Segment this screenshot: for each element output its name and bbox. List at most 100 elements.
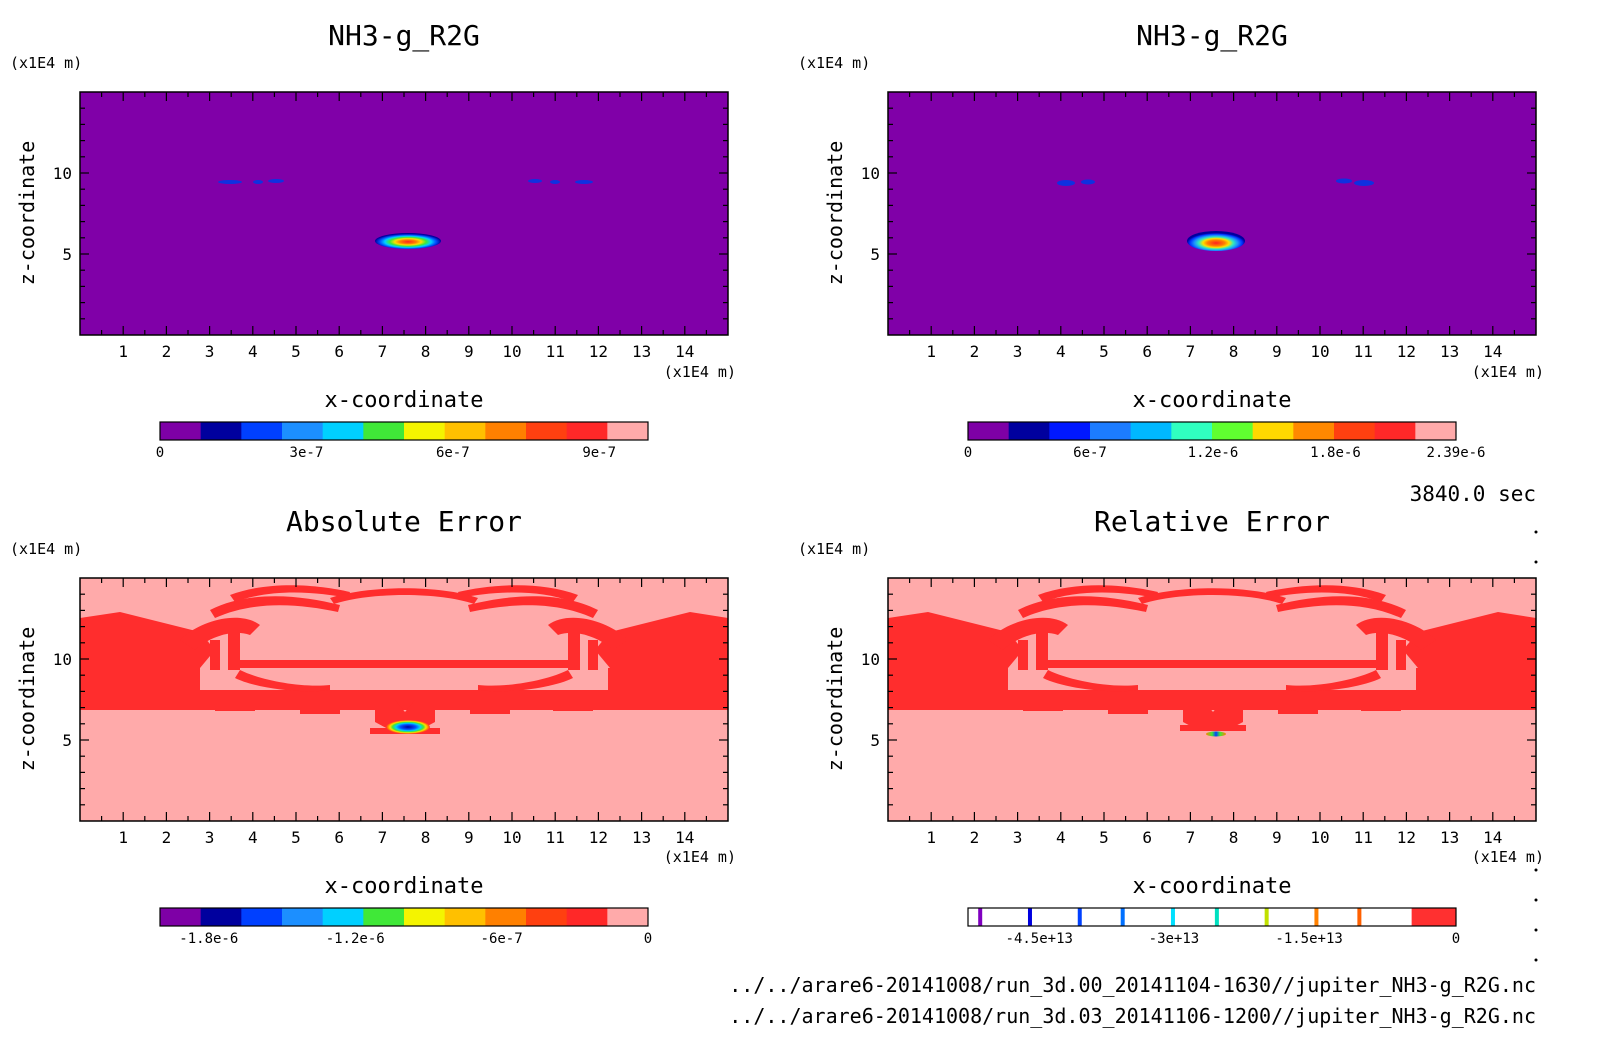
colorbar-segment [1322, 908, 1368, 926]
x-tick-label: 9 [464, 342, 474, 361]
colorbar-segment [404, 908, 446, 926]
colorbar-tick-label: -3e+13 [1149, 931, 1200, 947]
colorbar-segment [1090, 422, 1132, 440]
time-label: 3840.0 sec [1410, 482, 1536, 506]
x-tick-label: 12 [589, 828, 608, 847]
x-tick-label: 3 [1013, 342, 1023, 361]
x-axis-label: x-coordinate [325, 388, 484, 413]
x-tick-label: 7 [378, 828, 388, 847]
colorbar-segment [200, 908, 242, 926]
colorbar-segment [1130, 422, 1172, 440]
colorbar-frame [967, 907, 1457, 927]
y-tick-label: 10 [861, 650, 880, 669]
colorbar-segment [566, 422, 608, 440]
colorbar-segment [526, 908, 568, 926]
x-tick-label: 10 [502, 828, 521, 847]
x-tick-label: 7 [1186, 342, 1196, 361]
error-blob [1206, 731, 1226, 737]
speck [1081, 179, 1095, 185]
colorbar-tick-label: -1.5e+13 [1275, 931, 1342, 947]
colorbar-tick-label: 0 [644, 931, 652, 947]
speck [1354, 180, 1374, 186]
colorbar-segment [1278, 908, 1324, 926]
colorbar-segment [282, 908, 324, 926]
x-tick-label: 3 [1013, 828, 1023, 847]
colorbar-segment [485, 422, 527, 440]
x-tick-label: 5 [1099, 342, 1109, 361]
colorbar-tick-label: -1.8e-6 [179, 931, 238, 947]
colorbar-segment [404, 422, 446, 440]
y-axis-label: z-coordinate [823, 141, 847, 286]
colorbar-segment [1234, 908, 1280, 926]
colorbar-segment [1367, 908, 1413, 926]
colorbar-segment [282, 422, 324, 440]
colorbar-line [1120, 908, 1125, 926]
x-tick-label: 5 [1099, 828, 1109, 847]
colorbar-tick-label: 0 [1452, 931, 1460, 947]
error-blob [386, 720, 430, 734]
x-tick-label: 13 [1440, 342, 1459, 361]
colorbar-segment [485, 908, 527, 926]
x-tick-label: 3 [205, 828, 215, 847]
x-tick-label: 9 [1272, 828, 1282, 847]
speck [1336, 178, 1352, 184]
y-tick-label: 5 [870, 245, 880, 264]
y-tick-label: 5 [870, 731, 880, 750]
colorbar-line [1027, 908, 1032, 926]
x-tick-label: 11 [546, 828, 565, 847]
speck [1057, 180, 1075, 186]
y-unit-label: (x1E4 m) [10, 54, 82, 72]
x-axis-label: x-coordinate [1133, 388, 1292, 413]
x-tick-label: 10 [1310, 342, 1329, 361]
colorbar-tick-label: 1.8e-6 [1310, 445, 1361, 461]
x-tick-label: 1 [926, 828, 936, 847]
x-tick-label: 5 [291, 342, 301, 361]
file-path-1: ../../arare6-20141008/run_3d.00_20141104… [729, 973, 1536, 997]
x-unit-label: (x1E4 m) [664, 848, 736, 866]
field-features [218, 179, 593, 249]
x-tick-label: 5 [291, 828, 301, 847]
x-tick-label: 1 [118, 342, 128, 361]
speck [253, 180, 263, 184]
colorbar-segment [322, 908, 364, 926]
x-tick-label: 12 [1397, 828, 1416, 847]
x-tick-label: 1 [926, 342, 936, 361]
colorbar-line [1357, 908, 1362, 926]
colorbar-line [1170, 908, 1175, 926]
x-tick-label: 9 [1272, 342, 1282, 361]
colorbar-segment [1374, 422, 1416, 440]
x-tick-label: 13 [1440, 828, 1459, 847]
x-axis-label: x-coordinate [325, 874, 484, 899]
plot-area [888, 92, 1536, 335]
colorbar-tick-label: 3e-7 [290, 445, 324, 461]
speck [575, 180, 593, 184]
x-tick-label: 12 [589, 342, 608, 361]
y-axis-label: z-coordinate [15, 141, 39, 286]
y-tick-label: 5 [62, 245, 72, 264]
colorbar: 0 3e-7 6e-7 9e-7 [156, 421, 649, 461]
y-unit-label: (x1E4 m) [10, 540, 82, 558]
x-tick-label: 4 [248, 342, 258, 361]
colorbar-segment [1049, 422, 1091, 440]
colorbar-segment [1012, 908, 1058, 926]
x-tick-label: 11 [1354, 342, 1373, 361]
colorbar-segment [1415, 422, 1457, 440]
x-tick-label: 13 [632, 342, 651, 361]
x-tick-label: 4 [248, 828, 258, 847]
x-tick-label: 2 [162, 828, 172, 847]
panel-title: Absolute Error [286, 505, 522, 538]
panel-bottom-left: Absolute Error (x1E4 m) [10, 505, 736, 947]
colorbar-segment [1008, 422, 1050, 440]
x-tick-label: 7 [1186, 828, 1196, 847]
colorbar-frame [159, 907, 649, 927]
colorbar-segment [322, 422, 364, 440]
colorbar-tick-label: 6e-7 [1073, 445, 1107, 461]
x-tick-label: 1 [118, 828, 128, 847]
x-tick-label: 8 [1229, 342, 1239, 361]
colorbar: -1.8e-6 -1.2e-6 -6e-7 0 [159, 907, 652, 947]
speck [550, 180, 560, 184]
y-unit-label: (x1E4 m) [798, 540, 870, 558]
colorbar-tick-label: 6e-7 [436, 445, 470, 461]
field-features [1057, 178, 1374, 251]
